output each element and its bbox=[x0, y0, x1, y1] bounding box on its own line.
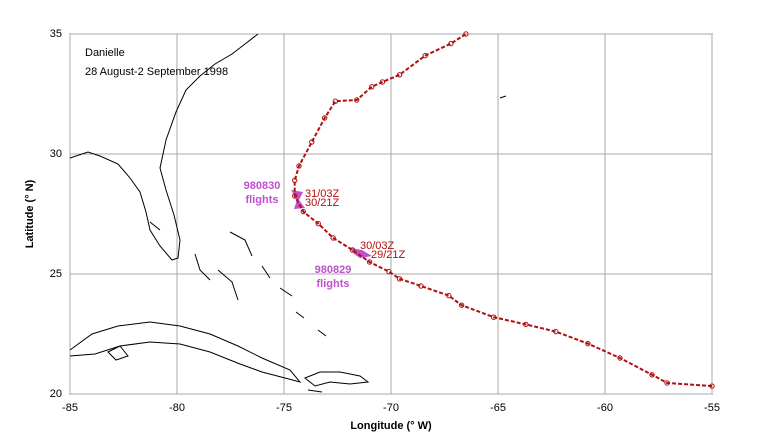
x-tick-label: -60 bbox=[597, 402, 613, 414]
annotation: 31/03Z bbox=[305, 188, 340, 200]
track-point bbox=[448, 40, 454, 47]
annotation: 980830 bbox=[244, 180, 281, 192]
track-point bbox=[292, 177, 298, 184]
y-tick-label: 35 bbox=[50, 28, 62, 40]
y-tick-label: 30 bbox=[50, 148, 62, 160]
chart-title: Danielle bbox=[85, 47, 125, 59]
track-point bbox=[330, 235, 336, 241]
track-point bbox=[709, 383, 715, 389]
track-point bbox=[422, 52, 428, 59]
track-point bbox=[386, 268, 392, 275]
x-tick-label: -80 bbox=[169, 402, 185, 414]
x-tick-label: -85 bbox=[62, 402, 78, 414]
track-point bbox=[418, 283, 424, 289]
annotation: 29/21Z bbox=[371, 249, 406, 261]
track-point bbox=[354, 97, 360, 103]
track-point bbox=[300, 208, 306, 215]
track-line bbox=[293, 33, 713, 388]
track-point bbox=[553, 328, 559, 335]
track-point bbox=[617, 355, 623, 361]
track-point bbox=[332, 98, 339, 104]
track-point bbox=[396, 276, 403, 282]
flight-track-980829 bbox=[350, 248, 372, 258]
track-point bbox=[585, 340, 591, 347]
annotation: flights bbox=[246, 194, 279, 206]
track-point bbox=[664, 380, 670, 386]
x-axis-label: Longitude (° W) bbox=[350, 420, 432, 432]
x-tick-label: -75 bbox=[276, 402, 292, 414]
y-tick-label: 20 bbox=[50, 388, 62, 400]
x-tick-label: -55 bbox=[704, 402, 720, 414]
annotation: 30/03Z bbox=[360, 240, 395, 252]
y-tick-label: 25 bbox=[50, 268, 62, 280]
track-point bbox=[292, 193, 298, 199]
track-point bbox=[315, 220, 321, 227]
track-point bbox=[649, 372, 655, 378]
chart-subtitle: 28 August-2 September 1998 bbox=[85, 66, 228, 78]
track-point bbox=[296, 163, 302, 169]
track-point bbox=[379, 79, 386, 85]
track-point bbox=[396, 72, 403, 78]
track-point bbox=[366, 259, 373, 265]
y-axis-label: Latitude (° N) bbox=[24, 179, 36, 248]
track-point bbox=[446, 292, 452, 299]
track-point bbox=[309, 139, 315, 145]
annotation: 980829 bbox=[315, 264, 352, 276]
track-point bbox=[458, 302, 465, 308]
track-point bbox=[523, 321, 529, 328]
track-point bbox=[349, 247, 356, 253]
track-point bbox=[463, 31, 469, 37]
x-tick-label: -70 bbox=[383, 402, 399, 414]
track-point bbox=[369, 84, 375, 90]
annotation: 30/21Z bbox=[305, 197, 340, 209]
track-point bbox=[491, 314, 497, 320]
track-point bbox=[321, 115, 328, 121]
coastlines bbox=[69, 33, 507, 393]
annotation: flights bbox=[317, 278, 350, 290]
x-tick-label: -65 bbox=[490, 402, 506, 414]
